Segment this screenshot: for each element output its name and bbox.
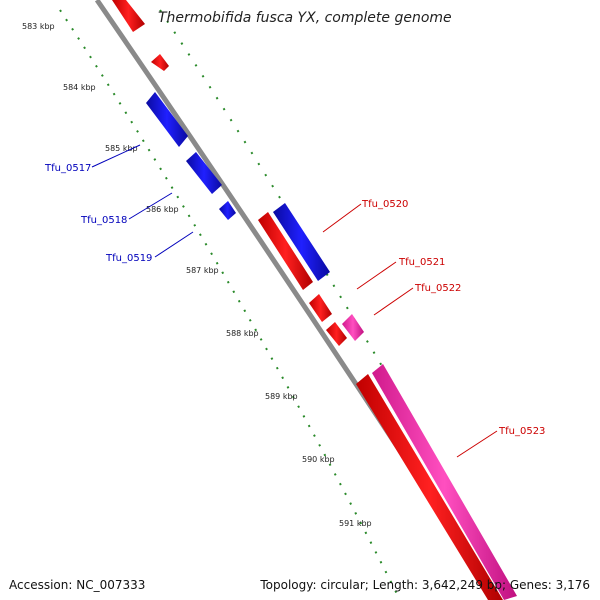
gene-tfu-0517-shape bbox=[146, 92, 188, 147]
gene-tfu-0521-shape bbox=[309, 294, 332, 322]
scale-label: 588 kbp bbox=[226, 329, 259, 338]
gene-label-tfu-0520[interactable]: Tfu_0520 bbox=[361, 199, 408, 210]
scale-label: 586 kbp bbox=[146, 205, 179, 214]
gene-tfu-0522-shape bbox=[342, 314, 364, 341]
gene-label-tfu-0521[interactable]: Tfu_0521 bbox=[398, 257, 445, 268]
gene-top-fragment-shape bbox=[112, 0, 145, 32]
gene-label-tfu-0519[interactable]: Tfu_0519 bbox=[105, 253, 152, 264]
gene-tfu-0520-shape bbox=[273, 203, 330, 281]
gene-label-tfu-0523[interactable]: Tfu_0523 bbox=[498, 426, 545, 437]
accession-text: Accession: NC_007333 bbox=[9, 578, 146, 592]
leader-tfu-0520 bbox=[322, 203, 362, 233]
gene-tfu-0519-shape bbox=[219, 201, 236, 220]
leader-tfu-0518 bbox=[128, 192, 173, 220]
leader-tfu-0519 bbox=[154, 231, 194, 258]
leader-tfu-0521 bbox=[356, 261, 397, 290]
leader-tfu-0517 bbox=[91, 144, 141, 168]
label-leaders bbox=[91, 144, 498, 458]
gene-label-tfu-0517[interactable]: Tfu_0517 bbox=[44, 163, 91, 174]
gene-label-tfu-0522[interactable]: Tfu_0522 bbox=[414, 283, 461, 294]
leader-tfu-0523 bbox=[456, 430, 498, 458]
genome-title: Thermobifida fusca YX, complete genome bbox=[158, 10, 452, 26]
gene-label-tfu-0518[interactable]: Tfu_0518 bbox=[80, 215, 127, 226]
outer-tick-track bbox=[59, 9, 401, 600]
scale-label: 583 kbp bbox=[22, 22, 55, 31]
gene-tfu-0520-fwd-shape bbox=[258, 212, 313, 290]
gene-tfu-0521b-shape bbox=[326, 322, 347, 346]
scale-label: 590 kbp bbox=[302, 455, 335, 464]
gene-tfu-0523-fwd-shape bbox=[356, 374, 503, 600]
genome-summary-text: Topology: circular; Length: 3,642,249 bp… bbox=[260, 578, 590, 592]
scale-label: 587 kbp bbox=[186, 266, 219, 275]
forward-genes bbox=[112, 0, 517, 600]
gene-tfu-0518-shape bbox=[186, 152, 222, 194]
scale-labels: 583 kbp 584 kbp 585 kbp 586 kbp 587 kbp … bbox=[22, 22, 372, 528]
gene-labels: Tfu_0517 Tfu_0518 Tfu_0519 Tfu_0520 Tfu_… bbox=[44, 163, 545, 437]
leader-tfu-0522 bbox=[373, 287, 414, 316]
gene-small-top-shape bbox=[151, 54, 169, 71]
reverse-genes bbox=[146, 92, 330, 281]
gene-tfu-0523-shape bbox=[372, 364, 517, 600]
scale-label: 589 kbp bbox=[265, 392, 298, 401]
scale-label: 584 kbp bbox=[63, 83, 96, 92]
scale-label: 591 kbp bbox=[339, 519, 372, 528]
scale-label: 585 kbp bbox=[105, 144, 138, 153]
